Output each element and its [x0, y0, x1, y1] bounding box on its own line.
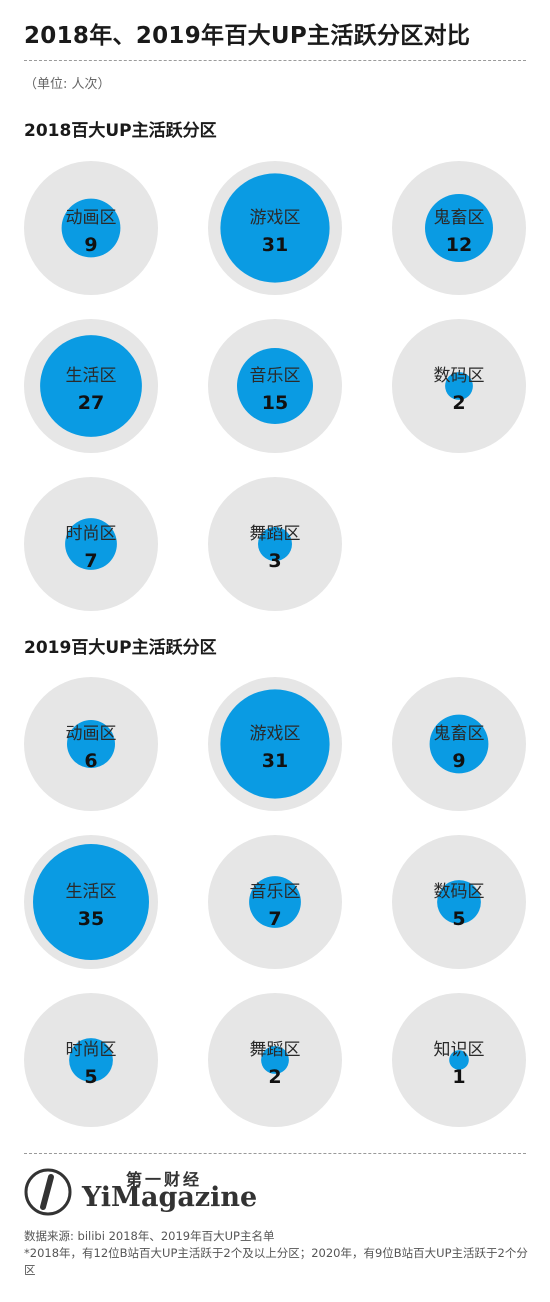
bubble-value-label: 12	[446, 234, 472, 256]
bubble-category-label: 舞蹈区	[250, 1040, 301, 1060]
bubble-category-label: 时尚区	[66, 1040, 117, 1060]
bubble-category-label: 游戏区	[250, 724, 301, 744]
bubble-category-label: 数码区	[434, 366, 485, 386]
bubble-音乐区: 音乐区 15	[208, 319, 342, 453]
bubble-游戏区: 游戏区 31	[208, 161, 342, 295]
bubble-value-label: 2	[268, 1066, 281, 1088]
bubble-舞蹈区: 舞蹈区 2	[208, 993, 342, 1127]
bubble-mark	[249, 876, 301, 928]
bubble-mark	[67, 720, 115, 768]
bubble-value-label: 31	[262, 234, 288, 256]
bubble-mark	[449, 1050, 469, 1070]
bubble-category-label: 数码区	[434, 882, 485, 902]
bubble-mark	[429, 714, 489, 774]
bubble-value-label: 2	[452, 392, 465, 414]
bubble-数码区: 数码区 5	[392, 835, 526, 969]
bubble-生活区: 生活区 27	[24, 319, 158, 453]
bubble-category-label: 音乐区	[250, 882, 301, 902]
bubble-category-label: 动画区	[66, 208, 117, 228]
bubble-mark	[261, 1046, 289, 1074]
bubble-value-label: 7	[268, 908, 281, 930]
bubble-category-label: 时尚区	[66, 524, 117, 544]
bubble-value-label: 7	[84, 550, 97, 572]
bubble-value-label: 15	[262, 392, 288, 414]
bubble-category-label: 生活区	[66, 882, 117, 902]
yimagazine-logo-icon	[24, 1168, 72, 1216]
bubble-知识区: 知识区 1	[392, 993, 526, 1127]
bubble-mark	[445, 372, 473, 400]
page-title: 2018年、2019年百大UP主活跃分区对比	[24, 23, 471, 49]
bubble-value-label: 6	[84, 750, 97, 772]
section-title-2019: 2019百大UP主活跃分区	[24, 638, 217, 658]
bubble-value-label: 5	[84, 1066, 97, 1088]
footer-divider	[24, 1153, 526, 1154]
bubble-category-label: 游戏区	[250, 208, 301, 228]
bubble-chart-2019: 动画区 6 游戏区 31 鬼畜区 9 生活区 35 音乐区 7 数码区 5 时尚区 5 舞蹈区 2 知识区 1	[24, 677, 526, 1127]
bubble-mark	[258, 527, 292, 561]
bubble-mark	[220, 173, 330, 283]
unit-label: （单位: 人次）	[24, 77, 111, 92]
bubble-value-label: 31	[262, 750, 288, 772]
bubble-舞蹈区: 舞蹈区 3	[208, 477, 342, 611]
bubble-生活区: 生活区 35	[24, 835, 158, 969]
bubble-mark	[65, 518, 117, 570]
bubble-时尚区: 时尚区 7	[24, 477, 158, 611]
bubble-mark	[40, 335, 142, 437]
bubble-mark	[437, 880, 481, 924]
bubble-category-label: 音乐区	[250, 366, 301, 386]
bubble-value-label: 1	[452, 1066, 465, 1088]
bubble-音乐区: 音乐区 7	[208, 835, 342, 969]
bubble-mark	[220, 689, 330, 799]
bubble-category-label: 舞蹈区	[250, 524, 301, 544]
bubble-category-label: 动画区	[66, 724, 117, 744]
bubble-category-label: 鬼畜区	[434, 724, 485, 744]
bubble-时尚区: 时尚区 5	[24, 993, 158, 1127]
bubble-value-label: 27	[78, 392, 104, 414]
bubble-鬼畜区: 鬼畜区 12	[392, 161, 526, 295]
bubble-动画区: 动画区 9	[24, 161, 158, 295]
data-source: 数据来源: bilibi 2018年、2019年百大UP主名单	[24, 1229, 275, 1243]
footnote: *2018年，有12位B站百大UP主活跃于2个及以上分区；2020年，有9位B站…	[24, 1246, 528, 1277]
bubble-mark	[61, 198, 121, 258]
bubble-value-label: 5	[452, 908, 465, 930]
bubble-mark	[33, 844, 149, 960]
bubble-mark	[237, 348, 313, 424]
section-title-2018: 2018百大UP主活跃分区	[24, 121, 217, 141]
bubble-鬼畜区: 鬼畜区 9	[392, 677, 526, 811]
logo-english-name: YiMagazine	[82, 1182, 258, 1213]
bubble-chart-2018: 动画区 9 游戏区 31 鬼畜区 12 生活区 27 音乐区 15 数码区 2 时尚区 7 舞蹈区 3	[24, 161, 526, 611]
logo-chinese-name: 第一财经	[126, 1170, 203, 1189]
bubble-category-label: 鬼畜区	[434, 208, 485, 228]
bubble-value-label: 3	[268, 550, 281, 572]
bubble-动画区: 动画区 6	[24, 677, 158, 811]
bubble-游戏区: 游戏区 31	[208, 677, 342, 811]
bubble-数码区: 数码区 2	[392, 319, 526, 453]
bubble-value-label: 35	[78, 908, 104, 930]
bubble-value-label: 9	[452, 750, 465, 772]
bubble-value-label: 9	[84, 234, 97, 256]
bubble-mark	[69, 1038, 113, 1082]
bubble-category-label: 生活区	[66, 366, 117, 386]
top-divider	[24, 60, 526, 61]
bubble-category-label: 知识区	[434, 1040, 485, 1060]
bubble-mark	[425, 194, 493, 262]
